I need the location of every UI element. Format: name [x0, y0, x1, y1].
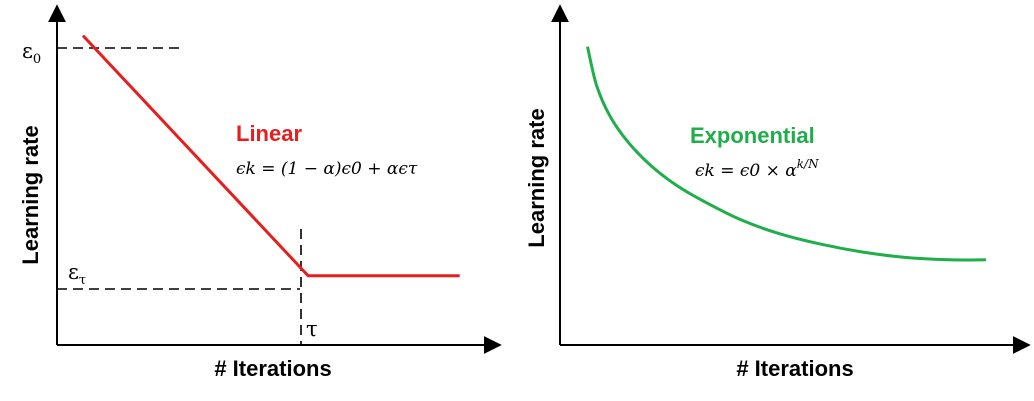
exp-y-axis-title: Learning rate — [524, 108, 549, 247]
y-tick-epsilon-tau: ετ — [68, 260, 86, 288]
x-tick-tau: τ — [306, 317, 318, 341]
linear-formula: ϵk = (1 − α)ϵ0 + αϵτ — [236, 159, 418, 179]
exponential-series-name: Exponential — [690, 123, 815, 148]
linear-x-axis-title: # Iterations — [214, 356, 331, 381]
linear-series-line — [83, 36, 460, 276]
exp-x-axis-title: # Iterations — [736, 356, 853, 381]
exponential-series-curve — [587, 47, 985, 260]
y-tick-epsilon0: ε0 — [22, 39, 41, 67]
linear-chart: ε0 ετ τ Linear ϵk = (1 − α)ϵ0 + αϵτ # It… — [18, 6, 500, 381]
linear-y-axis-title: Learning rate — [18, 125, 43, 264]
linear-series-name: Linear — [236, 121, 302, 146]
exponential-formula: ϵk = ϵ0 × αk/N — [695, 157, 819, 181]
exponential-chart: Exponential ϵk = ϵ0 × αk/N # Iterations … — [524, 6, 1029, 381]
